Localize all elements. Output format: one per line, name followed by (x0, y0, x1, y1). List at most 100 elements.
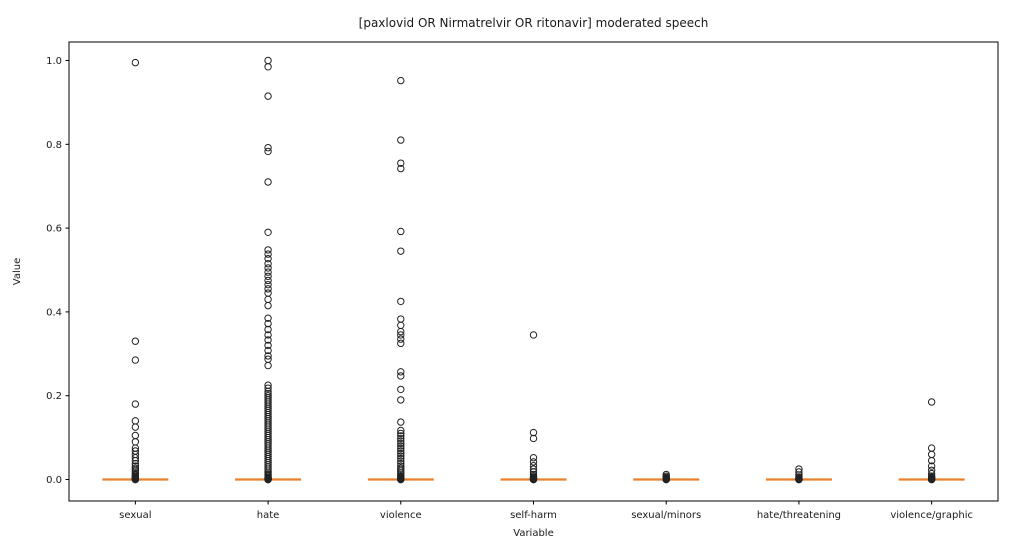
outlier-point (264, 254, 272, 263)
outlier-point (529, 331, 538, 339)
outlier-point (529, 475, 538, 484)
outlier-point (131, 356, 140, 364)
outlier-point (927, 475, 936, 484)
outlier-point (397, 396, 405, 404)
outlier-point (795, 465, 803, 473)
x-tick-label: hate (257, 510, 280, 521)
outlier-point (264, 92, 272, 100)
outlier-point (927, 398, 936, 406)
outlier-point (397, 418, 405, 426)
outlier-point (264, 289, 272, 297)
x-tick-label: violence/graphic (890, 510, 973, 521)
y-tick-label: 0.4 (46, 307, 62, 318)
outlier-point (397, 331, 405, 339)
x-tick-label: sexual (119, 510, 151, 521)
outlier-point (264, 63, 272, 71)
outlier-point (264, 341, 272, 350)
outlier-point (131, 475, 140, 484)
outlier-point (264, 280, 272, 289)
outlier-point (397, 368, 405, 376)
outlier-point (662, 475, 670, 484)
outlier-point (264, 336, 272, 344)
outlier-point (264, 250, 272, 258)
outlier-point (131, 337, 140, 345)
outlier-point (397, 439, 405, 448)
outlier-point (529, 465, 538, 473)
outlier-point (131, 423, 140, 431)
outlier-point (397, 315, 405, 323)
outlier-point (397, 335, 405, 343)
outlier-point (397, 457, 405, 465)
x-tick-label: self-harm (510, 510, 557, 521)
outlier-point (529, 454, 538, 462)
outlier-point (397, 444, 405, 453)
outlier-point (264, 147, 272, 156)
outlier-point (397, 321, 405, 330)
outlier-point (264, 301, 272, 310)
outlier-point (397, 164, 405, 173)
outlier-point (264, 143, 272, 152)
outlier-point (264, 264, 272, 272)
outlier-point (397, 385, 405, 394)
outlier-point (131, 454, 140, 462)
outlier-point (927, 444, 936, 452)
x-axis-label: Variable (513, 528, 554, 539)
outlier-point (264, 56, 272, 65)
outlier-point (397, 426, 405, 435)
outlier-point (264, 346, 272, 355)
outlier-point (264, 272, 272, 280)
outlier-point (795, 475, 803, 484)
outlier-point (264, 325, 272, 334)
outlier-point (264, 331, 272, 339)
outlier-point (264, 295, 272, 304)
outlier-point (131, 417, 140, 425)
outlier-point (927, 466, 936, 474)
outlier-point (264, 384, 272, 392)
outlier-point (397, 136, 405, 144)
y-tick-label: 0.2 (46, 391, 62, 402)
outlier-point (264, 314, 272, 322)
outlier-point (529, 428, 538, 437)
outlier-point (264, 178, 272, 186)
y-tick-label: 1.0 (46, 56, 62, 67)
outlier-point (131, 431, 140, 440)
outlier-point (131, 438, 140, 446)
outlier-point (927, 456, 936, 465)
outlier-point (397, 339, 405, 348)
outlier-point (264, 361, 272, 370)
outlier-point (529, 458, 538, 466)
plot-content: 0.0 0.2 0.4 0.6 0.8 1.0 sexual hate violence self… (46, 56, 973, 521)
y-tick-label: 0.8 (46, 140, 62, 151)
y-tick-label: 0.0 (46, 475, 62, 486)
x-tick-label: violence (380, 510, 422, 521)
outlier-point (397, 454, 405, 463)
outlier-point (397, 447, 405, 455)
outlier-point (131, 456, 140, 465)
outlier-point (264, 228, 272, 236)
outlier-point (397, 437, 405, 445)
outlier-point (397, 372, 405, 380)
outlier-point (529, 434, 538, 443)
outlier-point (397, 159, 405, 167)
outlier-point (397, 327, 405, 336)
outlier-point (264, 268, 272, 276)
outlier-point (397, 442, 405, 450)
outlier-point (264, 319, 272, 328)
outlier-point (397, 452, 405, 460)
outlier-point (397, 464, 405, 472)
outlier-point (397, 434, 405, 443)
chart-title: [paxlovid OR Nirmatrelvir OR ritonavir] … (359, 16, 709, 30)
outlier-point (264, 352, 272, 360)
outlier-point (397, 475, 405, 484)
outlier-point (397, 449, 405, 458)
outlier-point (397, 297, 405, 306)
outlier-point (397, 429, 405, 438)
outlier-point (131, 400, 140, 408)
x-tick-label: hate/threatening (757, 510, 841, 521)
outlier-point (927, 450, 936, 459)
outlier-point (131, 462, 140, 470)
outlier-point (397, 432, 405, 440)
outlier-point (397, 76, 405, 85)
